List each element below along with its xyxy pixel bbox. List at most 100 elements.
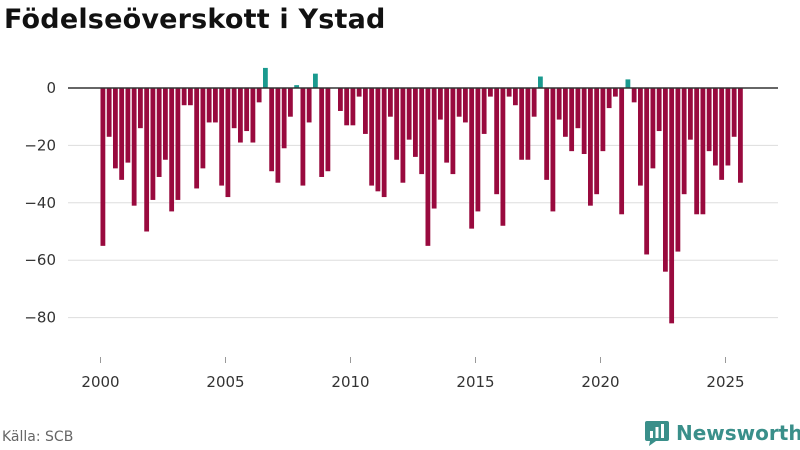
bar-negative [500,88,506,226]
bar-negative [125,88,131,163]
bars [100,67,743,324]
x-tick-label: 2025 [706,373,744,391]
x-tick-label: 2010 [331,373,369,391]
bar-negative [475,88,481,212]
bar-negative [138,88,143,129]
bar-negative [394,88,400,160]
bar-negative [375,88,381,192]
bar-negative [363,88,368,134]
bar-negative [619,88,625,215]
bar-negative [550,88,556,212]
bar-positive [538,76,543,88]
bar-negative [544,88,550,180]
bar-negative [419,88,425,175]
bar-negative [100,88,106,246]
bar-negative [338,88,343,111]
bar-positive [263,67,268,88]
bar-negative [675,88,681,252]
bar-negative [438,88,443,120]
bar-negative [606,88,612,109]
bar-negative [719,88,725,180]
bar-negative [188,88,193,106]
bar-negative [494,88,500,195]
bar-negative [456,88,462,117]
bar-negative [594,88,600,195]
bar-negative [738,88,743,183]
bar-negative [300,88,306,186]
bar-negative [525,88,531,160]
bar-negative [206,88,212,123]
bar-negative [381,88,387,198]
bar-negative [306,88,312,123]
bar-negative [706,88,712,152]
bar-negative [569,88,575,152]
bar-negative [231,88,237,129]
bar-negative [681,88,687,195]
bar-negative [388,88,393,117]
bar-positive [625,79,631,88]
bar-negative [350,88,356,126]
bar-negative [281,88,287,149]
bar-negative [463,88,468,123]
bar-negative [144,88,150,232]
bar-negative [656,88,662,132]
chart-title: Födelseöverskott i Ystad [4,4,386,35]
bar-negative [269,88,275,172]
bar-negative [425,88,431,246]
bar-negative [731,88,737,137]
bar-negative [106,88,112,137]
brand[interactable]: Newsworthy [644,418,800,448]
bar-negative [644,88,650,255]
x-tick-label: 2005 [206,373,244,391]
bar-negative [563,88,568,137]
bar-negative [400,88,406,183]
bar-negative [181,88,187,106]
y-tick-label: 0 [46,79,56,97]
bar-negative [488,88,493,97]
bar-negative [113,88,118,169]
bar-negative [288,88,293,117]
bar-negative [631,88,637,103]
newsworthy-logo-icon [645,421,669,446]
bar-negative [694,88,700,215]
bar-negative [194,88,200,189]
bar-negative [444,88,450,163]
bar-negative [450,88,456,175]
y-tick-label: −60 [24,251,56,269]
bar-negative [213,88,218,123]
bar-negative [256,88,262,103]
x-axis-labels: 2000 2005 2010 2015 2020 2025 [81,357,745,391]
bar-positive [313,73,318,88]
bar-negative [669,88,675,324]
y-tick-label: −20 [24,136,56,154]
bar-negative [688,88,693,140]
y-tick-label: −80 [24,309,56,327]
bar-negative [150,88,156,200]
bar-negative [406,88,412,140]
x-tick-label: 2015 [456,373,494,391]
bar-negative [163,88,168,160]
y-axis-labels: 0 −20 −40 −60 −80 [24,79,56,327]
bar-negative [250,88,256,143]
bar-negative [175,88,181,200]
bar-negative [613,88,618,97]
gridlines [68,144,778,319]
bar-negative [131,88,137,206]
bar-negative [713,88,718,166]
bar-negative [344,88,350,126]
bar-negative [325,88,331,172]
bar-negative [588,88,593,206]
bar-negative [469,88,475,229]
bar-negative [169,88,175,212]
source-note: Källa: SCB [2,429,74,445]
bar-negative [481,88,487,134]
bar-negative [156,88,162,177]
bar-negative [506,88,512,97]
bar-negative [700,88,706,215]
bar-negative [650,88,656,169]
bar-negative [319,88,325,177]
bar-negative [356,88,362,97]
x-tick-label: 2000 [81,373,119,391]
brand-name: Newsworthy [676,421,800,445]
